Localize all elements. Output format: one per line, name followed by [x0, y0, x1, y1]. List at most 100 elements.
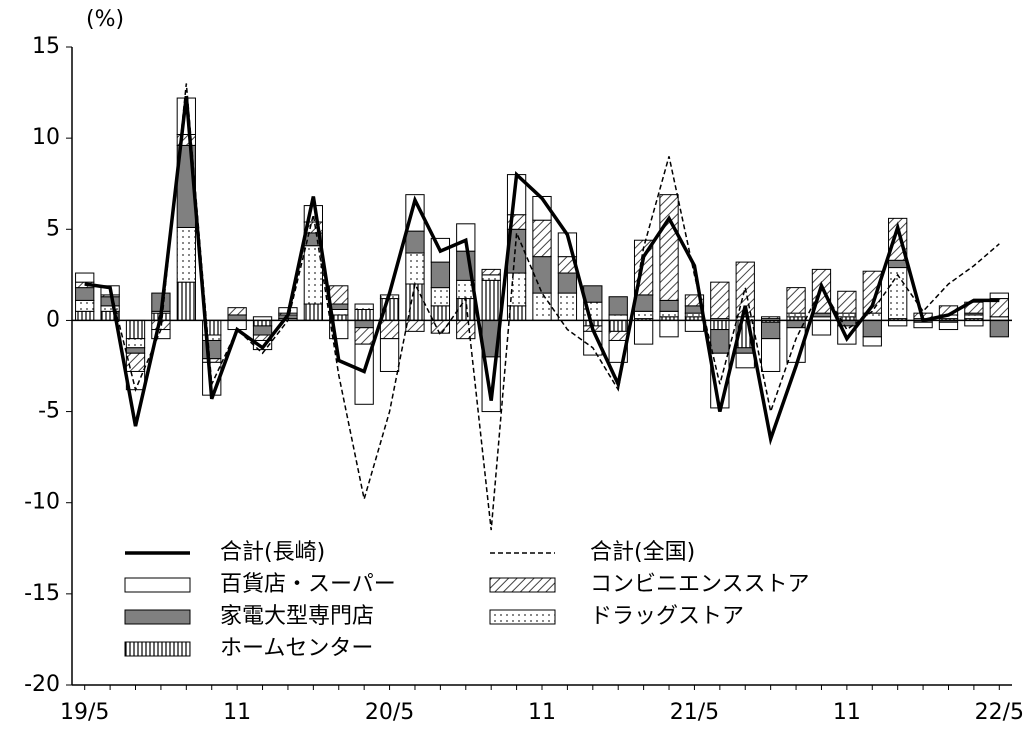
legend-label: 合計(全国): [590, 540, 695, 565]
bar-segment: [761, 338, 781, 372]
bar-segment: [735, 352, 755, 369]
bar-segment: [837, 290, 857, 314]
bar-segment: [964, 314, 984, 320]
bar-segment: [557, 272, 578, 294]
bar-segment: [532, 292, 552, 321]
bar-segment: [761, 316, 781, 320]
legend-label: 百貨店・スーパー: [220, 572, 396, 597]
bar-segment: [608, 319, 628, 332]
bar-segment: [684, 312, 705, 318]
bar-segment: [430, 261, 451, 289]
y-tick-label: 10: [32, 125, 60, 150]
bar-segment: [481, 279, 501, 321]
bar-segment: [125, 347, 146, 354]
bar-segment: [684, 294, 705, 307]
bar-segment: [837, 312, 857, 318]
bar-segment: [710, 329, 730, 354]
bar-segment: [633, 310, 654, 320]
y-tick-label: 0: [46, 307, 60, 332]
bar-segment: [176, 226, 196, 283]
bar-segment: [227, 314, 247, 321]
bar-segment: [405, 252, 425, 285]
bar-segment: [888, 319, 908, 327]
bar-segment: [456, 319, 476, 340]
bar-segment: [888, 259, 908, 269]
y-tick-label: -20: [24, 672, 60, 697]
bar-segment: [405, 319, 425, 332]
bar-segment: [989, 319, 1009, 338]
bar-segment: [125, 338, 146, 349]
y-tick-label: 5: [46, 216, 60, 241]
bar-segment: [532, 219, 552, 258]
legend-label: ドラッグストア: [590, 604, 744, 629]
bar-segment: [379, 338, 400, 372]
bar-segment: [964, 319, 984, 327]
bar-segment: [354, 327, 374, 345]
bar-segment: [761, 321, 781, 340]
bar-segment: [862, 270, 882, 314]
bar-segment: [75, 310, 95, 321]
x-tick-label: 11: [833, 700, 861, 725]
bar-segment: [659, 310, 679, 318]
bar-segment: [684, 319, 705, 332]
legend-label: 合計(長崎): [220, 540, 325, 565]
bar-segment: [532, 256, 552, 294]
bar-segment: [430, 287, 451, 307]
bar-segment: [989, 292, 1009, 300]
bar-segment: [811, 319, 832, 336]
y-axis-label: (%): [86, 7, 124, 32]
bar-segment: [329, 285, 349, 305]
bar-segment: [75, 287, 95, 301]
bar-segment: [811, 312, 832, 318]
bar-segment: [354, 308, 374, 321]
legend-swatch: [124, 641, 191, 657]
bar-segment: [405, 283, 425, 321]
bar-segment: [75, 272, 95, 283]
y-tick-label: -5: [38, 399, 60, 424]
bar-segment: [227, 307, 247, 316]
x-tick-label: 11: [223, 700, 251, 725]
x-tick-label: 21/5: [670, 700, 719, 725]
bar-segment: [862, 319, 882, 338]
x-tick-label: 22/5: [975, 700, 1024, 725]
bar-segment: [557, 292, 578, 321]
bar-segment: [405, 230, 425, 254]
bar-segment: [176, 281, 196, 321]
y-tick-label: 15: [32, 34, 60, 59]
bar-segment: [379, 319, 400, 340]
bar-segment: [608, 314, 628, 321]
bar-segment: [456, 298, 476, 321]
x-tick-label: 20/5: [365, 700, 414, 725]
legend-label: ホームセンター: [220, 636, 373, 661]
bar-segment: [659, 299, 679, 312]
bar-segment: [481, 268, 501, 276]
bar-segment: [608, 330, 628, 341]
bar-segment: [481, 274, 501, 281]
legend-swatch: [124, 609, 191, 625]
bar-segment: [354, 319, 374, 329]
bar-segment: [125, 352, 146, 372]
bar-segment: [659, 194, 679, 301]
x-tick-label: 19/5: [60, 700, 109, 725]
bar-segment: [100, 296, 120, 307]
bar-segment: [659, 319, 679, 338]
bar-segment: [125, 319, 146, 340]
bar-segment: [430, 305, 451, 321]
x-tick-label: 11: [528, 700, 556, 725]
legend-swatch: [489, 609, 556, 625]
bar-segment: [633, 319, 654, 345]
bar-segment: [354, 303, 374, 310]
bar-segment: [202, 358, 222, 363]
y-tick-label: -15: [24, 581, 60, 606]
legend-label: 家電大型専門店: [220, 604, 374, 629]
line-series: [84, 96, 1000, 446]
y-tick-label: -10: [24, 490, 60, 515]
bar-segment: [710, 281, 730, 320]
bar-segment: [75, 299, 95, 312]
legend-swatch: [124, 577, 191, 593]
legend-label: コンビニエンスストア: [590, 572, 810, 597]
bar-segment: [913, 321, 933, 329]
bar-segment: [710, 319, 730, 331]
